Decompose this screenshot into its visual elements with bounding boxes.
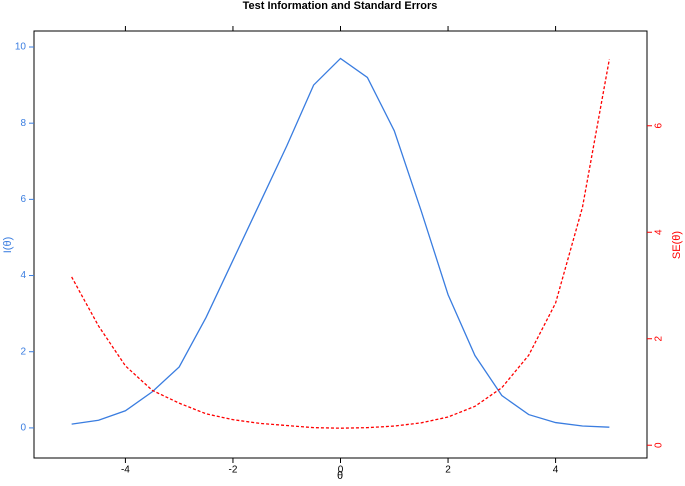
x-axis-label: θ	[337, 470, 343, 482]
y-tick-label: 4	[20, 270, 26, 281]
x-tick-label: -4	[121, 465, 130, 476]
y2-tick-label: 4	[654, 229, 665, 235]
x-tick-label: 4	[553, 465, 559, 476]
y2-axis-label: SE(θ)	[671, 231, 683, 259]
y2-tick-label: 6	[654, 123, 665, 129]
y-tick-label: 6	[20, 194, 26, 205]
y2-tick-label: 2	[654, 336, 665, 342]
y-tick-label: 8	[20, 118, 26, 129]
y2-tick-label: 0	[654, 442, 665, 448]
y-axis-label: I(θ)	[2, 237, 14, 254]
x-tick-label: 0	[338, 465, 344, 476]
series-line	[71, 57, 610, 428]
y-tick-label: 10	[15, 42, 27, 53]
x-tick-label: -2	[229, 465, 238, 476]
series-line	[71, 59, 610, 429]
x-tick-label: 2	[445, 465, 451, 476]
chart-title: Test Information and Standard Errors	[243, 0, 438, 12]
y-tick-label: 0	[20, 423, 26, 434]
y-tick-label: 2	[20, 346, 26, 357]
plot-frame	[33, 30, 648, 459]
